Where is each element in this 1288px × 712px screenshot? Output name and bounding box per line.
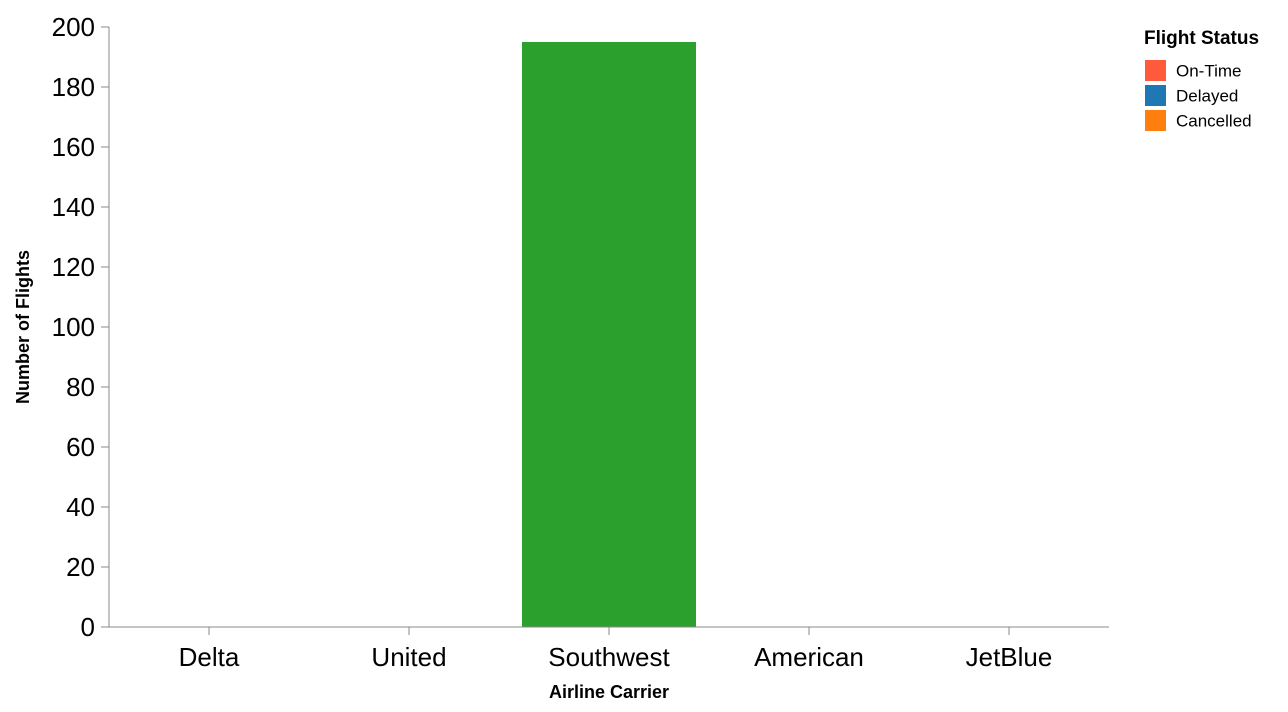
x-tick-label-american: American [754, 642, 864, 672]
legend-title: Flight Status [1144, 28, 1259, 49]
y-tick-label-120: 120 [52, 252, 95, 282]
x-tick-label-delta: Delta [179, 642, 240, 672]
y-tick-label-200: 200 [52, 12, 95, 42]
x-tick-label-jetblue: JetBlue [966, 642, 1053, 672]
y-tick-label-20: 20 [66, 552, 95, 582]
y-tick-label-160: 160 [52, 132, 95, 162]
x-tick-label-united: United [371, 642, 446, 672]
y-tick-label-140: 140 [52, 192, 95, 222]
legend: Flight Status On-Time Delayed Cancelled [1144, 28, 1259, 131]
legend-label-on-time: On-Time [1176, 62, 1242, 81]
y-axis-title: Number of Flights [13, 250, 33, 404]
legend-swatch-delayed [1145, 85, 1166, 106]
x-axis-title: Airline Carrier [549, 682, 669, 702]
y-tick-label-60: 60 [66, 432, 95, 462]
y-tick-label-180: 180 [52, 72, 95, 102]
y-axis: 0 20 40 60 80 100 120 140 160 180 200 [52, 12, 110, 642]
y-tick-label-100: 100 [52, 312, 95, 342]
y-tick-label-80: 80 [66, 372, 95, 402]
bars-group [522, 42, 696, 627]
legend-swatch-on-time [1145, 60, 1166, 81]
y-tick-label-0: 0 [81, 612, 95, 642]
y-tick-label-40: 40 [66, 492, 95, 522]
x-axis: Delta United Southwest American JetBlue [109, 626, 1109, 672]
legend-swatch-cancelled [1145, 110, 1166, 131]
bar-southwest [522, 42, 696, 627]
legend-label-delayed: Delayed [1176, 87, 1238, 106]
legend-label-cancelled: Cancelled [1176, 112, 1252, 131]
x-tick-label-southwest: Southwest [548, 642, 670, 672]
